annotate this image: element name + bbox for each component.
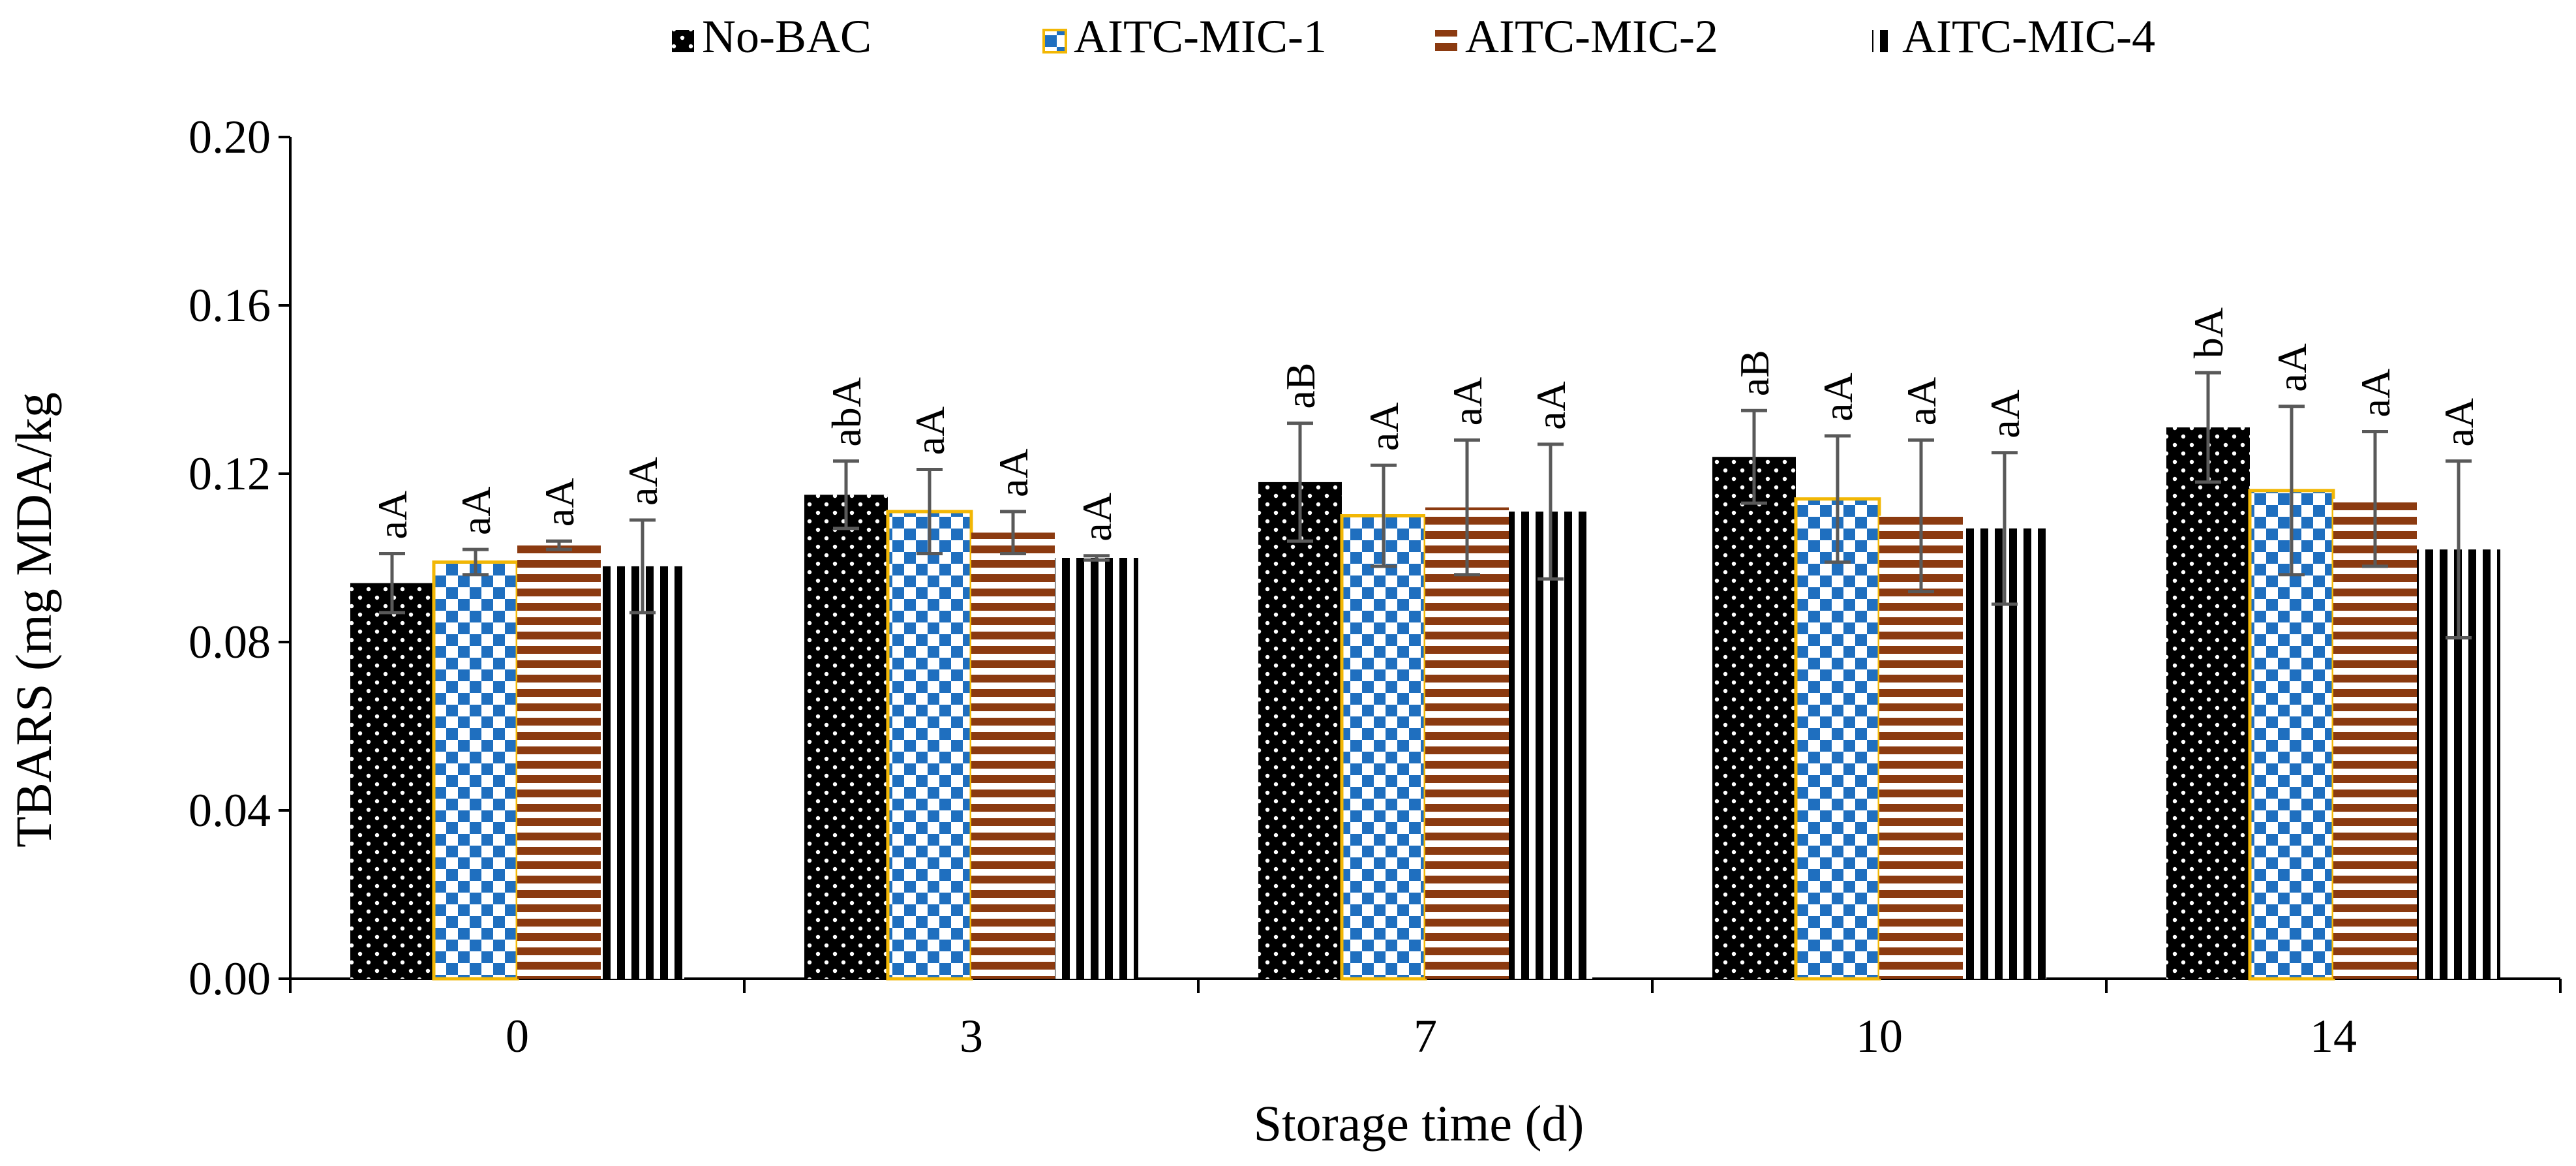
legend-label: AITC-MIC-1 <box>1074 10 1327 63</box>
legend-item: AITC-MIC-1 <box>1042 10 1327 63</box>
significance-label: aA <box>1815 373 1861 422</box>
bar-no-bac <box>350 583 434 979</box>
legend-swatch <box>672 30 694 52</box>
significance-label: aB <box>1731 350 1778 396</box>
bar-aitc-mic-1 <box>886 510 973 981</box>
bar-no-bac <box>1258 482 1342 979</box>
y-tick-label: 0.00 <box>189 953 271 1005</box>
significance-label: aB <box>1277 363 1324 409</box>
legend: No-BAC AITC-MIC-1 AITC-MIC-2 AITC-MIC-4 <box>672 10 2155 63</box>
legend-label: No-BAC <box>702 10 871 63</box>
legend-label: AITC-MIC-4 <box>1902 10 2155 63</box>
significance-label: aA <box>2269 343 2315 392</box>
x-axis-title: Storage time (d) <box>1254 1095 1584 1152</box>
bar-no-bac <box>1712 457 1796 979</box>
bar-no-bac <box>2166 427 2250 979</box>
significance-label: aA <box>536 478 583 527</box>
legend-swatch <box>1042 29 1067 54</box>
x-tick-label: 10 <box>1856 1010 1903 1062</box>
significance-label: aA <box>369 491 416 540</box>
legend-swatch <box>1872 30 1894 52</box>
bar-aitc-mic-1 <box>1340 514 1427 981</box>
bar-aitc-mic-4 <box>1055 558 1138 979</box>
bar-aitc-mic-1 <box>432 560 519 981</box>
y-tick-label: 0.12 <box>189 448 271 500</box>
significance-label: aA <box>620 457 666 506</box>
bar-aitc-mic-4 <box>601 566 684 979</box>
bar-aitc-mic-2 <box>517 545 601 979</box>
y-tick-label: 0.04 <box>189 784 271 836</box>
significance-label: aA <box>990 448 1037 497</box>
legend-item: No-BAC <box>672 10 871 63</box>
legend-item: AITC-MIC-4 <box>1872 10 2155 63</box>
y-tick-label: 0.08 <box>189 616 271 668</box>
bar-aitc-mic-4 <box>1509 512 1592 979</box>
y-axis-title: TBARS (mg MDA/kg <box>5 392 62 848</box>
significance-label: aA <box>1898 377 1945 426</box>
plot-area: aA aA aA aA abA aA aA aA aB aA aA aA aB aA aA aA bA aA aA a… <box>350 307 2500 981</box>
significance-label: aA <box>1528 381 1574 430</box>
y-tick-label: 0.16 <box>189 279 271 331</box>
significance-label: bA <box>2185 307 2232 358</box>
x-tick-label: 0 <box>506 1010 529 1062</box>
significance-label: aA <box>2352 369 2399 418</box>
significance-label: aA <box>2436 398 2482 447</box>
legend-label: AITC-MIC-2 <box>1465 10 1718 63</box>
significance-label: aA <box>907 407 953 455</box>
bar-aitc-mic-2 <box>1425 507 1509 979</box>
x-tick-label: 14 <box>2310 1010 2357 1062</box>
significance-label: aA <box>1444 377 1491 426</box>
significance-label: aA <box>1982 390 2028 438</box>
axes: 0.00 0.04 0.08 0.12 0.16 0.20 0 3 7 10 14 <box>189 111 2562 1062</box>
significance-label: aA <box>453 486 499 535</box>
x-tick-label: 3 <box>960 1010 983 1062</box>
significance-label: aA <box>1361 402 1407 451</box>
legend-swatch <box>1435 30 1457 52</box>
significance-label: aA <box>1074 493 1120 542</box>
x-tick-label: 7 <box>1414 1010 1437 1062</box>
y-tick-label: 0.20 <box>189 111 271 163</box>
bar-aitc-mic-1 <box>1794 497 1881 981</box>
bar-no-bac <box>804 495 888 979</box>
bar-aitc-mic-2 <box>971 532 1055 979</box>
significance-label: abA <box>823 377 870 447</box>
legend-item: AITC-MIC-2 <box>1435 10 1718 63</box>
bar-aitc-mic-2 <box>2333 499 2417 979</box>
